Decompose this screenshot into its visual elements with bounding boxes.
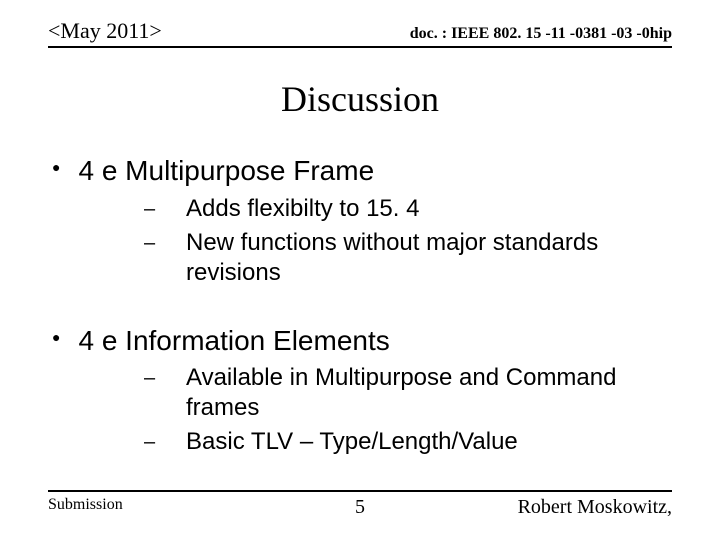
bullet-level1-text: 4 e Multipurpose Frame (78, 154, 374, 188)
bullet-dash-icon: – (144, 363, 156, 393)
bullet-level2: – Basic TLV – Type/Length/Value (144, 427, 680, 457)
bullet-dot-icon: ● (52, 324, 60, 354)
bullet-level2: – New functions without major standards … (144, 228, 680, 288)
header-doc-id: doc. : IEEE 802. 15 -11 -0381 -03 -0hip (410, 25, 672, 43)
spacer (48, 292, 680, 310)
bullet-dash-icon: – (144, 228, 156, 258)
bullet-level2-text: Available in Multipurpose and Command fr… (186, 363, 680, 423)
bullet-level1-text: 4 e Information Elements (78, 324, 389, 358)
slide-title: Discussion (0, 78, 720, 120)
header-date: <May 2011> (48, 18, 162, 44)
bullet-level2: – Adds flexibilty to 15. 4 (144, 194, 680, 224)
footer-bar: Submission 5 Robert Moskowitz, (48, 490, 672, 522)
header-bar: <May 2011> doc. : IEEE 802. 15 -11 -0381… (48, 18, 672, 48)
footer-author: Robert Moskowitz, (518, 496, 672, 519)
bullet-level2-text: Adds flexibilty to 15. 4 (186, 194, 419, 224)
bullet-level1: ● 4 e Multipurpose Frame (48, 154, 680, 188)
slide-body: ● 4 e Multipurpose Frame – Adds flexibil… (48, 140, 680, 461)
bullet-level2-text: Basic TLV – Type/Length/Value (186, 427, 518, 457)
slide: <May 2011> doc. : IEEE 802. 15 -11 -0381… (0, 0, 720, 540)
bullet-dot-icon: ● (52, 154, 60, 184)
bullet-dash-icon: – (144, 194, 156, 224)
bullet-level2-text: New functions without major standards re… (186, 228, 680, 288)
bullet-dash-icon: – (144, 427, 156, 457)
bullet-level1: ● 4 e Information Elements (48, 324, 680, 358)
bullet-level2: – Available in Multipurpose and Command … (144, 363, 680, 423)
